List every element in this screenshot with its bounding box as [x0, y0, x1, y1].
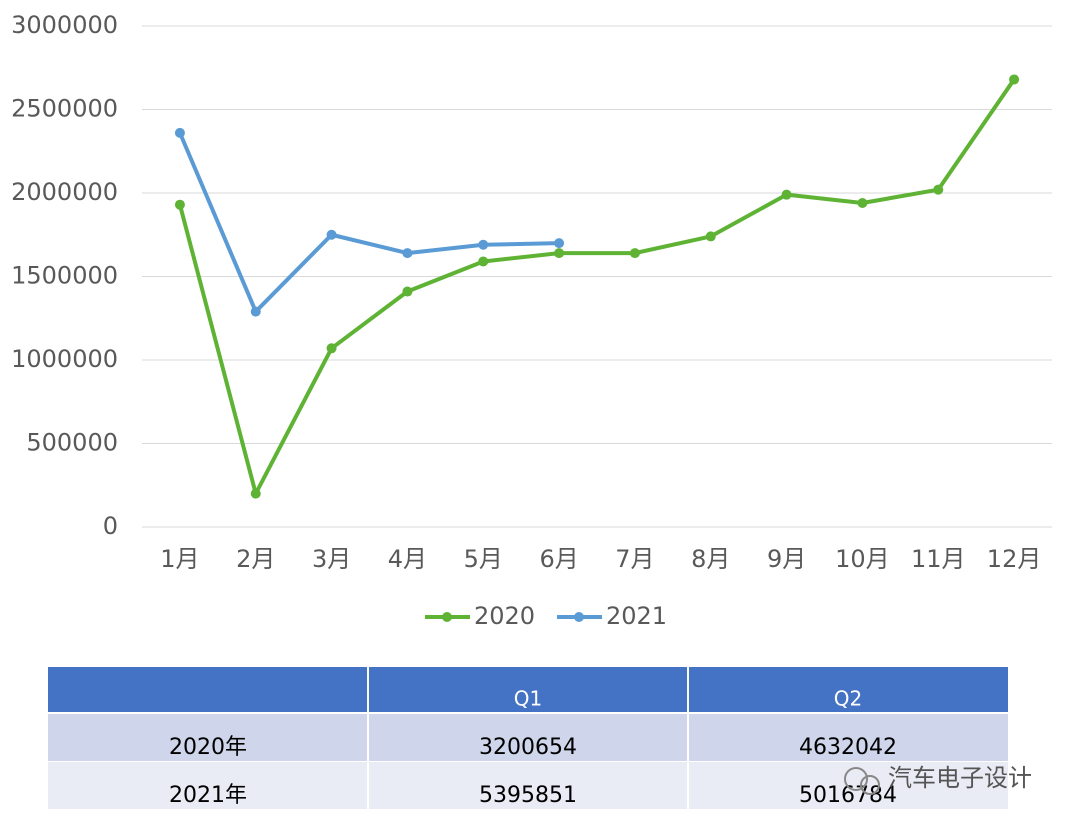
- point: [705, 231, 716, 242]
- point: [554, 248, 565, 259]
- watermark-text: 汽车电子设计: [888, 764, 1032, 792]
- point: [326, 343, 337, 354]
- row-label: 2021年: [169, 783, 247, 808]
- y-tick-label: 0: [103, 512, 118, 540]
- column-header: Q1: [514, 687, 542, 711]
- point: [402, 248, 413, 259]
- x-tick-label: 7月: [615, 545, 654, 573]
- point: [478, 256, 489, 267]
- row-label: 2020年: [169, 735, 247, 760]
- x-tick-label: 11月: [911, 545, 966, 573]
- cell: 5395851: [479, 783, 577, 808]
- point: [478, 239, 489, 250]
- table-header: [48, 667, 1008, 712]
- cell: 4632042: [799, 735, 897, 760]
- point: [174, 127, 185, 138]
- point: [326, 229, 337, 240]
- x-tick-label: 2月: [236, 545, 275, 573]
- x-tick-label: 12月: [987, 545, 1042, 573]
- y-tick-label: 1000000: [11, 345, 118, 373]
- series-line: [177, 78, 1016, 496]
- legend-marker: [574, 612, 584, 622]
- y-tick-label: 2000000: [11, 178, 118, 206]
- point: [174, 199, 185, 210]
- watermark: 汽车电子设计: [844, 764, 1032, 795]
- x-tick-label: 6月: [539, 545, 578, 573]
- x-tick-label: 3月: [312, 545, 351, 573]
- x-tick-label: 5月: [464, 545, 503, 573]
- y-tick-label: 500000: [26, 429, 118, 457]
- x-tick-label: 4月: [388, 545, 427, 573]
- x-tick-label: 9月: [767, 545, 806, 573]
- legend-label: 2020: [474, 602, 535, 630]
- point: [250, 306, 261, 317]
- point: [933, 184, 944, 195]
- x-tick-label: 8月: [691, 545, 730, 573]
- column-header: Q2: [834, 687, 862, 711]
- x-tick-label: 10月: [835, 545, 890, 573]
- legend-item: 2020: [425, 602, 535, 630]
- legend-marker: [442, 612, 452, 622]
- watermark-icon: [860, 775, 880, 795]
- x-tick-label: 1月: [160, 545, 199, 573]
- point: [629, 248, 640, 259]
- series-line: [178, 132, 560, 314]
- point: [857, 198, 868, 209]
- cell: 3200654: [479, 735, 577, 760]
- legend-item: 2021: [557, 602, 667, 630]
- y-tick-label: 1500000: [11, 262, 118, 290]
- table-row: [48, 714, 1008, 761]
- point: [402, 286, 413, 297]
- watermark-icon: [844, 767, 868, 791]
- y-tick-label: 3000000: [11, 11, 118, 39]
- legend-label: 2021: [606, 602, 667, 630]
- point: [554, 238, 565, 249]
- point: [1009, 74, 1020, 85]
- point: [250, 488, 261, 499]
- point: [781, 189, 792, 200]
- y-tick-label: 2500000: [11, 95, 118, 123]
